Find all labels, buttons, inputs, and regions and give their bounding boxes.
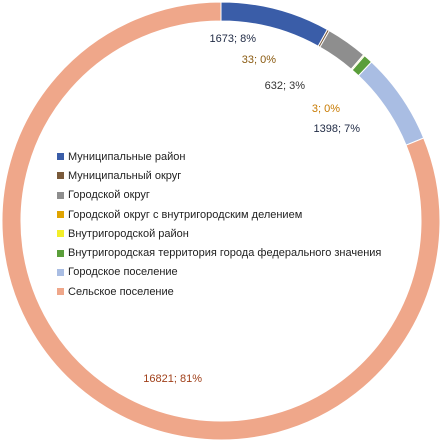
data-label-city-okrug-division: 3; 0%	[312, 103, 340, 115]
legend-item-city-okrug[interactable]: Городской округ	[57, 186, 381, 205]
legend-label-municipal-district: Муниципальные район	[68, 150, 186, 163]
data-label-city-okrug: 632; 3%	[265, 80, 306, 92]
legend-item-city-okrug-division[interactable]: Городской округ с внутригородским делени…	[57, 205, 381, 224]
legend-swatch-municipal-okrug	[57, 172, 64, 180]
legend-item-municipal-district[interactable]: Муниципальные район	[57, 147, 381, 166]
data-label-urban-settlement: 1398; 7%	[314, 123, 361, 135]
legend-item-intracity-district[interactable]: Внутригородской район	[57, 224, 381, 243]
legend-item-municipal-okrug[interactable]: Муниципальный округ	[57, 166, 381, 185]
legend-swatch-intracity-territory	[57, 249, 64, 257]
legend-swatch-rural-settlement	[57, 288, 64, 296]
legend-label-intracity-district: Внутригородской район	[68, 227, 189, 240]
legend-item-urban-settlement[interactable]: Городское поселение	[57, 263, 381, 282]
data-label-municipal-district: 1673; 8%	[210, 33, 257, 45]
legend-label-city-okrug-division: Городской округ с внутригородским делени…	[68, 208, 303, 221]
chart-legend: Муниципальные район Муниципальный округ …	[57, 147, 381, 301]
legend-label-rural-settlement: Сельское поселение	[68, 285, 174, 298]
legend-label-intracity-territory: Внутригородская территория города федера…	[68, 247, 382, 260]
legend-label-urban-settlement: Городское поселение	[68, 266, 178, 279]
slice-urban-settlement[interactable]	[357, 61, 425, 146]
legend-swatch-urban-settlement	[57, 268, 64, 276]
legend-swatch-city-okrug	[57, 191, 64, 199]
legend-swatch-intracity-district	[57, 230, 64, 238]
data-label-rural-settlement: 16821; 81%	[143, 373, 202, 385]
legend-label-municipal-okrug: Муниципальный округ	[68, 169, 182, 182]
legend-item-intracity-territory[interactable]: Внутригородская территория города федера…	[57, 243, 381, 262]
legend-item-rural-settlement[interactable]: Сельское поселение	[57, 282, 381, 301]
data-label-municipal-okrug: 33; 0%	[242, 54, 276, 66]
legend-swatch-municipal-district	[57, 153, 64, 161]
legend-label-city-okrug: Городской округ	[68, 189, 150, 202]
legend-swatch-city-okrug-division	[57, 211, 64, 219]
